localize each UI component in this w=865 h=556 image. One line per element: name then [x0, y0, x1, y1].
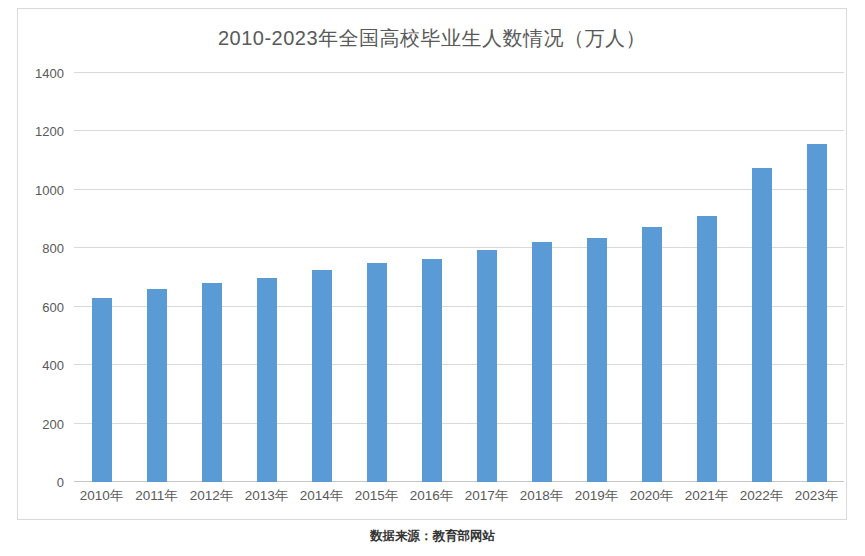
- category-column-2017年: 2017年: [459, 73, 514, 482]
- y-tick-label-0: 0: [57, 476, 64, 489]
- bar-2017年: [477, 250, 497, 482]
- bar-2021年: [697, 216, 717, 482]
- bar-2023年: [807, 144, 827, 482]
- bar-2013年: [257, 278, 277, 482]
- y-tick-label-400: 400: [42, 359, 64, 372]
- columns: 2010年2011年2012年2013年2014年2015年2016年2017年…: [74, 73, 844, 482]
- bar-2011年: [147, 289, 167, 482]
- x-tick-label-2018年: 2018年: [520, 489, 564, 503]
- category-column-2011年: 2011年: [129, 73, 184, 482]
- x-tick-label-2015年: 2015年: [355, 489, 399, 503]
- category-column-2021年: 2021年: [679, 73, 734, 482]
- bar-2020年: [642, 227, 662, 482]
- category-column-2014年: 2014年: [294, 73, 349, 482]
- y-tick-label-1400: 1400: [35, 67, 64, 80]
- category-column-2019年: 2019年: [569, 73, 624, 482]
- category-column-2023年: 2023年: [789, 73, 844, 482]
- chart-container: 2010-2023年全国高校毕业生人数情况（万人） 0 200 400 600 800 1…: [17, 8, 847, 520]
- x-tick-label-2011年: 2011年: [135, 489, 178, 503]
- category-column-2010年: 2010年: [74, 73, 129, 482]
- x-tick-label-2012年: 2012年: [190, 489, 234, 503]
- x-tick-label-2014年: 2014年: [300, 489, 344, 503]
- plot-area: 2010年2011年2012年2013年2014年2015年2016年2017年…: [74, 73, 844, 482]
- x-tick-label-2021年: 2021年: [685, 489, 729, 503]
- x-tick-label-2020年: 2020年: [630, 489, 674, 503]
- bar-2016年: [422, 259, 442, 482]
- x-tick-label-2017年: 2017年: [465, 489, 509, 503]
- y-tick-label-800: 800: [42, 242, 64, 255]
- x-tick-label-2019年: 2019年: [575, 489, 619, 503]
- chart-title: 2010-2023年全国高校毕业生人数情况（万人）: [18, 25, 846, 51]
- category-column-2016年: 2016年: [404, 73, 459, 482]
- x-tick-label-2022年: 2022年: [740, 489, 784, 503]
- x-tick-label-2010年: 2010年: [80, 489, 124, 503]
- y-axis-labels: 0200400600800100012001400: [18, 73, 64, 482]
- category-column-2022年: 2022年: [734, 73, 789, 482]
- category-column-2020年: 2020年: [624, 73, 679, 482]
- bar-2018年: [532, 242, 552, 482]
- x-tick-label-2013年: 2013年: [245, 489, 289, 503]
- category-column-2015年: 2015年: [349, 73, 404, 482]
- bar-2015年: [367, 263, 387, 482]
- y-tick-label-200: 200: [42, 417, 64, 430]
- x-tick-label-2023年: 2023年: [795, 489, 839, 503]
- bar-2012年: [202, 283, 222, 482]
- bar-2022年: [752, 168, 772, 482]
- source-note: 数据来源：教育部网站: [0, 528, 865, 545]
- bar-2010年: [92, 298, 112, 482]
- category-column-2013年: 2013年: [239, 73, 294, 482]
- category-column-2018年: 2018年: [514, 73, 569, 482]
- bar-2014年: [312, 270, 332, 482]
- category-column-2012年: 2012年: [184, 73, 239, 482]
- x-tick-label-2016年: 2016年: [410, 489, 454, 503]
- y-tick-label-1000: 1000: [35, 183, 64, 196]
- y-tick-label-600: 600: [42, 300, 64, 313]
- y-tick-label-1200: 1200: [35, 125, 64, 138]
- bar-2019年: [587, 238, 607, 482]
